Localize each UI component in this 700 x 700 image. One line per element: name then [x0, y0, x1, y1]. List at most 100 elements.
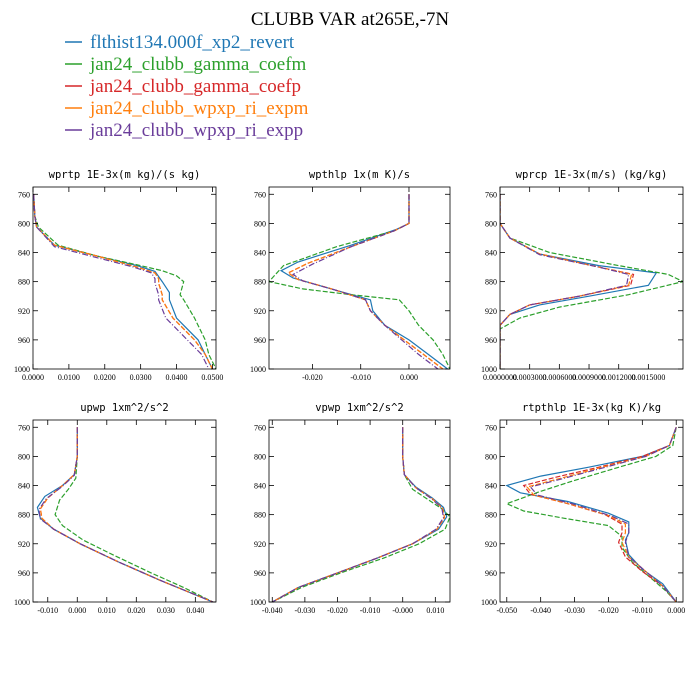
- y-tick-label: 840: [254, 249, 266, 258]
- chart-panel: wprtp 1E-3x(m kg)/(s kg) 760 800 840 880 920 9…: [14, 169, 223, 382]
- x-tick-label: -0.030: [564, 606, 585, 615]
- y-tick-label: 960: [18, 336, 30, 345]
- y-tick-label: 760: [18, 190, 30, 199]
- x-tick-label: -0.020: [302, 373, 323, 382]
- series-line: [287, 194, 444, 369]
- plot-frame: [268, 419, 451, 603]
- panel-title: upwp 1xm^2/s^2: [80, 402, 169, 414]
- series-group: [500, 194, 683, 369]
- y-tick-label: 920: [254, 307, 266, 316]
- x-tick-label: 0.020: [127, 606, 145, 615]
- legend-entry: jan24_clubb_gamma_coefm: [65, 54, 307, 75]
- panel-title: wprcp 1E-3x(m/s) (kg/kg): [516, 169, 668, 181]
- legend-label: jan24_clubb_wpxp_ri_expm: [89, 98, 309, 119]
- x-tick-label: 0.0100: [58, 373, 80, 382]
- y-tick-label: 880: [18, 511, 30, 520]
- y-tick-label: 1000: [14, 598, 30, 607]
- series-line: [500, 194, 658, 369]
- series-line: [33, 194, 216, 369]
- y-tick-label: 760: [254, 423, 266, 432]
- y-tick-label: 880: [485, 511, 497, 520]
- series-line: [500, 194, 630, 369]
- x-tick-label: 0.010: [426, 606, 444, 615]
- x-tick-label: 0.0003000: [513, 373, 547, 382]
- series-line: [287, 194, 444, 369]
- chart-panel: vpwp 1xm^2/s^27608008408809209601000-0.0…: [250, 402, 451, 615]
- x-tick-label: 0.0015000: [631, 373, 665, 382]
- x-tick-label: 0.030: [157, 606, 175, 615]
- legend-entry: jan24_clubb_wpxp_ri_expp: [65, 120, 303, 141]
- series-line: [54, 427, 214, 602]
- series-group: [269, 194, 450, 369]
- plot-frame: [499, 419, 684, 603]
- x-tick-label: -0.000: [392, 606, 413, 615]
- series-line: [33, 194, 213, 369]
- legend-entry: jan24_clubb_gamma_coefp: [65, 76, 301, 97]
- plot-frame: [499, 186, 684, 370]
- series-line: [39, 427, 214, 602]
- x-tick-label: -0.040: [530, 606, 551, 615]
- y-tick-label: 800: [254, 452, 266, 461]
- y-tick-label: 1000: [250, 365, 266, 374]
- series-line: [33, 194, 213, 369]
- x-tick-label: 0.040: [186, 606, 204, 615]
- y-tick-label: 760: [485, 423, 497, 432]
- chart-panel: upwp 1xm^2/s^2 760 800 840 880 920 960 1000 -0.0…: [14, 402, 217, 615]
- x-tick-label: -0.020: [598, 606, 619, 615]
- x-tick-label: 0.0300: [130, 373, 152, 382]
- x-tick-label: 0.0000000: [483, 373, 517, 382]
- chart-panels: wprtp 1E-3x(m kg)/(s kg) 760 800 840 880 920 9…: [14, 169, 685, 615]
- y-tick-label: 760: [485, 190, 497, 199]
- legend-label: flthist134.000f_xp2_revert: [90, 32, 295, 53]
- series-line: [39, 427, 214, 602]
- chart-panel: wprcp 1E-3x(m/s) (kg/kg) 760 800 840 880 920 9…: [481, 169, 684, 382]
- y-tick-label: 840: [18, 249, 30, 258]
- series-line: [38, 427, 214, 602]
- x-tick-label: 0.000: [667, 606, 685, 615]
- chart-panel: rtpthlp 1E-3x(kg K)/kg 760 800 840 880 920 960…: [481, 402, 685, 615]
- plot-frame: [268, 186, 451, 370]
- x-tick-label: 0.0400: [166, 373, 188, 382]
- panel-title: wprtp 1E-3x(m kg)/(s kg): [49, 169, 201, 181]
- series-line: [500, 194, 683, 369]
- y-tick-label: 880: [485, 278, 497, 287]
- series-group: [272, 427, 450, 602]
- y-tick-label: 960: [485, 569, 497, 578]
- y-tick-label: 960: [254, 336, 266, 345]
- y-tick-label: 1000: [481, 598, 497, 607]
- y-tick-label: 840: [18, 482, 30, 491]
- y-tick-label: 920: [485, 307, 497, 316]
- y-tick-label: 800: [254, 219, 266, 228]
- x-tick-label: 0.0500: [201, 373, 223, 382]
- y-tick-label: 840: [485, 249, 497, 258]
- y-tick-label: 1000: [14, 365, 30, 374]
- plot-frame: [32, 186, 217, 370]
- x-tick-label: -0.020: [327, 606, 348, 615]
- x-tick-label: 0.000: [68, 606, 86, 615]
- y-tick-label: 960: [485, 336, 497, 345]
- series-line: [33, 194, 210, 369]
- panel-title: wpthlp 1x(m K)/s: [309, 169, 410, 181]
- series-group: [505, 427, 677, 602]
- x-tick-label: 0.000: [400, 373, 418, 382]
- series-line: [500, 194, 633, 369]
- y-tick-label: 880: [18, 278, 30, 287]
- y-tick-label: 880: [254, 278, 266, 287]
- legend-entry: flthist134.000f_xp2_revert: [65, 32, 295, 53]
- series-line: [529, 427, 677, 602]
- y-tick-label: 960: [18, 569, 30, 578]
- x-tick-label: -0.010: [360, 606, 381, 615]
- chart-panel: wpthlp 1x(m K)/s 760 800 840 880 920 960 1000 -0…: [250, 169, 451, 382]
- series-line: [272, 427, 446, 602]
- y-tick-label: 960: [254, 569, 266, 578]
- page-title: CLUBB VAR at265E,-7N: [251, 9, 450, 30]
- panel-title: vpwp 1xm^2/s^2: [315, 402, 404, 414]
- series-line: [272, 427, 446, 602]
- series-line: [291, 194, 439, 369]
- x-tick-label: 0.0009000: [572, 373, 606, 382]
- x-tick-label: -0.030: [295, 606, 316, 615]
- x-tick-label: -0.010: [632, 606, 653, 615]
- panel-title: rtpthlp 1E-3x(kg K)/kg: [522, 402, 661, 414]
- x-tick-label: -0.040: [262, 606, 283, 615]
- x-tick-label: 0.0012000: [602, 373, 636, 382]
